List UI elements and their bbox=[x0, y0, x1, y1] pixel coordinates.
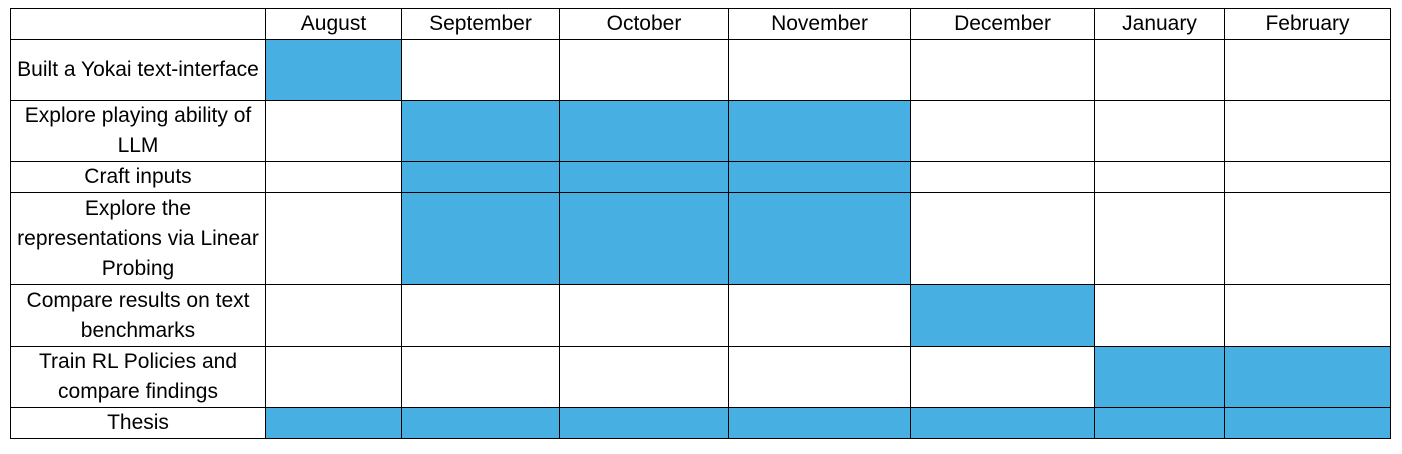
schedule-cell bbox=[910, 161, 1095, 193]
schedule-cell bbox=[1224, 161, 1391, 193]
task-row: Craft inputs bbox=[10, 161, 1391, 193]
month-header: September bbox=[401, 8, 560, 40]
schedule-cell bbox=[1094, 284, 1225, 347]
schedule-cell-active bbox=[728, 192, 911, 285]
schedule-cell-active bbox=[559, 100, 729, 162]
schedule-cell bbox=[265, 346, 402, 408]
task-row: Explore the representations via Linear P… bbox=[10, 192, 1391, 285]
schedule-cell-active bbox=[910, 284, 1095, 347]
schedule-cell bbox=[265, 192, 402, 285]
schedule-cell bbox=[728, 39, 911, 101]
schedule-cell-active bbox=[401, 192, 560, 285]
task-row: Built a Yokai text-interface bbox=[10, 39, 1391, 101]
schedule-cell-active bbox=[559, 407, 729, 439]
schedule-cell bbox=[1094, 100, 1225, 162]
schedule-cell-active bbox=[265, 407, 402, 439]
schedule-cell bbox=[910, 39, 1095, 101]
month-header: August bbox=[265, 8, 402, 40]
schedule-cell-active bbox=[401, 100, 560, 162]
schedule-cell-active bbox=[1094, 346, 1225, 408]
schedule-cell bbox=[910, 100, 1095, 162]
schedule-cell bbox=[265, 284, 402, 347]
schedule-cell bbox=[1094, 192, 1225, 285]
schedule-cell bbox=[1224, 100, 1391, 162]
schedule-cell bbox=[265, 161, 402, 193]
schedule-cell bbox=[401, 346, 560, 408]
task-label: Compare results on text benchmarks bbox=[10, 284, 266, 347]
corner-cell bbox=[10, 8, 266, 40]
schedule-cell bbox=[401, 284, 560, 347]
month-header: December bbox=[910, 8, 1095, 40]
schedule-cell bbox=[910, 346, 1095, 408]
task-label: Train RL Policies and compare findings bbox=[10, 346, 266, 408]
schedule-cell-active bbox=[728, 407, 911, 439]
schedule-cell-active bbox=[1224, 346, 1391, 408]
header-row: August September October November Decemb… bbox=[10, 8, 1391, 40]
task-label: Explore the representations via Linear P… bbox=[10, 192, 266, 285]
schedule-cell-active bbox=[559, 192, 729, 285]
schedule-cell-active bbox=[265, 39, 402, 101]
schedule-cell bbox=[728, 284, 911, 347]
schedule-cell-active bbox=[728, 100, 911, 162]
schedule-cell-active bbox=[910, 407, 1095, 439]
schedule-cell-active bbox=[559, 161, 729, 193]
schedule-cell-active bbox=[1224, 407, 1391, 439]
schedule-cell bbox=[559, 284, 729, 347]
month-header: January bbox=[1094, 8, 1225, 40]
schedule-cell bbox=[728, 346, 911, 408]
schedule-cell bbox=[559, 346, 729, 408]
task-row: Thesis bbox=[10, 407, 1391, 439]
schedule-cell bbox=[910, 192, 1095, 285]
task-label: Built a Yokai text-interface bbox=[10, 39, 266, 101]
schedule-cell-active bbox=[401, 407, 560, 439]
schedule-cell bbox=[401, 39, 560, 101]
schedule-cell bbox=[1094, 161, 1225, 193]
month-header: February bbox=[1224, 8, 1391, 40]
schedule-cell bbox=[1094, 39, 1225, 101]
task-row: Compare results on text benchmarks bbox=[10, 284, 1391, 347]
task-label: Explore playing ability of LLM bbox=[10, 100, 266, 162]
task-row: Explore playing ability of LLM bbox=[10, 100, 1391, 162]
month-header: November bbox=[728, 8, 911, 40]
schedule-cell-active bbox=[728, 161, 911, 193]
month-header: October bbox=[559, 8, 729, 40]
schedule-cell-active bbox=[401, 161, 560, 193]
schedule-cell bbox=[559, 39, 729, 101]
task-label: Craft inputs bbox=[10, 161, 266, 193]
gantt-table: August September October November Decemb… bbox=[10, 8, 1391, 439]
task-row: Train RL Policies and compare findings bbox=[10, 346, 1391, 408]
task-label: Thesis bbox=[10, 407, 266, 439]
schedule-cell bbox=[1224, 39, 1391, 101]
schedule-cell bbox=[265, 100, 402, 162]
schedule-cell bbox=[1224, 192, 1391, 285]
schedule-cell-active bbox=[1094, 407, 1225, 439]
schedule-cell bbox=[1224, 284, 1391, 347]
